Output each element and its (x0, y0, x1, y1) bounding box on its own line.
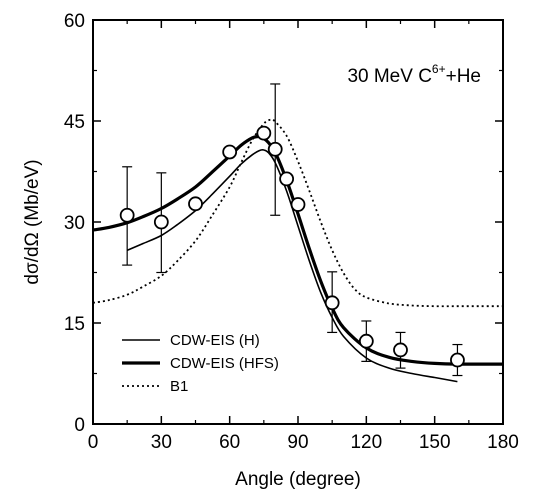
data-point (189, 197, 202, 210)
data-point (223, 145, 236, 158)
x-tick-label-0: 0 (88, 432, 99, 453)
legend: CDW-EIS (H) CDW-EIS (HFS) B1 (122, 332, 279, 395)
series-group (93, 84, 503, 382)
annotation-superscript: 6+ (432, 62, 446, 76)
data-point (269, 143, 282, 156)
annotation-suffix: +He (446, 66, 481, 87)
x-axis-label: Angle (degree) (235, 469, 361, 490)
data-point (326, 296, 339, 309)
y-tick-label-0: 0 (74, 415, 85, 436)
series-line-1 (93, 136, 503, 364)
y-tick-label-15: 15 (64, 314, 85, 335)
x-tick-label-90: 90 (287, 432, 308, 453)
x-tick-label-180: 180 (487, 432, 519, 453)
x-tick-label-60: 60 (219, 432, 240, 453)
data-point (394, 343, 407, 356)
annotation-label: 30 MeV C6++He (347, 62, 481, 87)
data-point (280, 172, 293, 185)
legend-label-1: CDW-EIS (HFS) (170, 355, 279, 372)
y-tick-label-60: 60 (64, 11, 85, 32)
data-point (155, 216, 168, 229)
legend-label-2: B1 (170, 378, 188, 395)
data-point (121, 209, 134, 222)
y-axis-label: dσ/dΩ (Mb/eV) (22, 159, 43, 284)
y-tick-label-30: 30 (64, 213, 85, 234)
y-tick-label-45: 45 (64, 112, 85, 133)
annotation-prefix: 30 MeV C (347, 66, 431, 87)
x-tick-label-30: 30 (151, 432, 172, 453)
x-tick-label-120: 120 (350, 432, 382, 453)
data-point (257, 127, 270, 140)
data-point (292, 198, 305, 211)
x-tick-label-150: 150 (419, 432, 451, 453)
data-point (360, 335, 373, 348)
legend-label-0: CDW-EIS (H) (170, 332, 260, 349)
data-point (451, 354, 464, 367)
